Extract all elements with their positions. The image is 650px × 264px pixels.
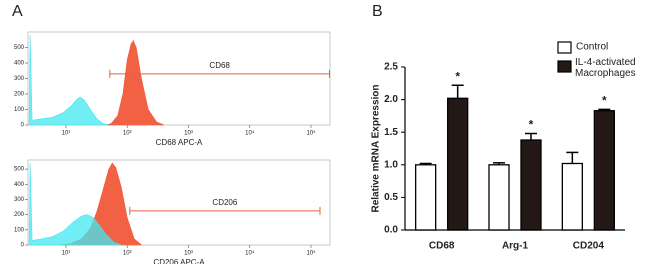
y-tick-label: 1.0	[384, 159, 398, 170]
bar	[593, 110, 615, 231]
x-tick-label: 10³	[184, 251, 193, 257]
y-tick-label: 0	[21, 123, 25, 129]
x-tick-label: 10³	[184, 131, 193, 137]
panel-label: B	[372, 3, 383, 20]
y-tick-label: 2.5	[384, 62, 398, 73]
y-tick-label: 0.0	[384, 225, 398, 236]
bar	[488, 164, 510, 231]
legend-label: Control	[576, 42, 608, 53]
y-tick-label: 200	[14, 92, 25, 98]
x-tick-label: 10²	[123, 131, 132, 137]
plot-frame	[27, 159, 331, 246]
panel-label: A	[12, 3, 23, 20]
y-tick-label: 500	[14, 45, 25, 51]
y-tick-label: 300	[14, 197, 25, 203]
y-tick-label: 400	[14, 182, 25, 188]
y-tick-label: 2.0	[384, 94, 398, 105]
histogram	[28, 162, 122, 246]
y-tick-label: 0	[21, 243, 25, 249]
x-tick-label: Arg-1	[502, 241, 529, 252]
x-tick-label: 10⁴	[245, 250, 255, 257]
significance: *	[602, 94, 607, 108]
x-tick-label: 10¹	[62, 251, 71, 257]
bar	[447, 97, 469, 231]
y-tick-label: 200	[14, 212, 25, 218]
bar	[520, 139, 542, 231]
x-tick-label: 10²	[123, 251, 132, 257]
y-tick-label: 100	[14, 227, 25, 233]
y-tick-label: 500	[14, 167, 25, 173]
histogram	[28, 35, 109, 126]
y-tick-label: 100	[14, 107, 25, 113]
y-tick-label: 400	[14, 61, 25, 67]
legend-swatch	[557, 41, 572, 54]
x-tick-label: CD204	[573, 241, 605, 252]
histogram	[105, 39, 165, 126]
significance: *	[455, 69, 460, 83]
legend-label: IL-4-activated Macrophages	[575, 57, 636, 79]
x-tick-label: 10⁴	[245, 130, 255, 137]
y-axis-label: Relative mRNA Expression	[371, 84, 382, 212]
x-tick-label: 10⁵	[306, 130, 316, 137]
gate-label: CD206	[212, 198, 237, 207]
x-tick-label: 10⁵	[306, 250, 316, 257]
y-tick-label: 0.5	[384, 192, 398, 203]
bar	[561, 162, 583, 231]
x-tick-label: CD68	[429, 241, 455, 252]
bar	[415, 164, 437, 231]
significance: *	[529, 118, 534, 132]
y-tick-label: 300	[14, 76, 25, 82]
gate-label: CD68	[209, 61, 230, 70]
y-tick-label: 1.5	[384, 127, 398, 138]
x-tick-label: 10¹	[62, 131, 71, 137]
x-axis-label: CD206 APC-A	[153, 258, 205, 264]
x-axis-label: CD68 APC-A	[156, 138, 203, 147]
legend-swatch	[557, 60, 572, 73]
